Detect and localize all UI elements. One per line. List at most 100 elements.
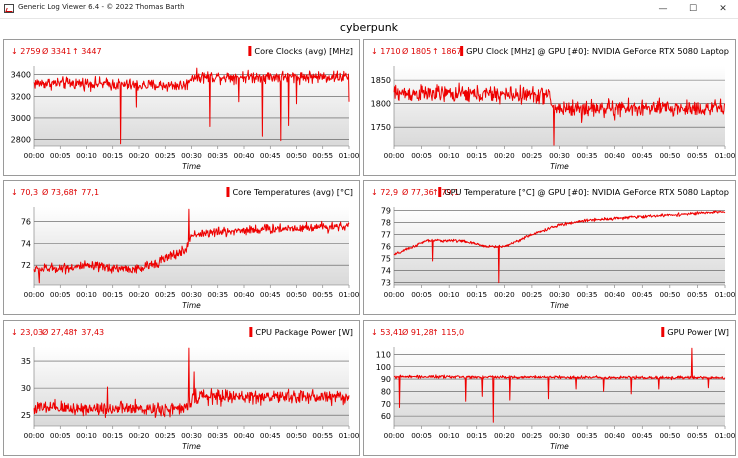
x-tick-label: 00:30 xyxy=(549,151,570,160)
series-line xyxy=(33,67,350,145)
x-tick-label: 00:30 xyxy=(181,431,202,440)
x-tick-label: 00:15 xyxy=(466,290,487,299)
stat-min: ↓ 23,03 xyxy=(11,328,43,337)
x-axis-label: Time xyxy=(550,442,569,451)
chart-panel-gpu-clock: 1750 1800 1850 00:00 00:05 00:10 00:15 00:20 00:… xyxy=(363,39,736,176)
minimize-button[interactable]: — xyxy=(658,4,668,14)
stat-min: ↓ 2759 xyxy=(11,47,41,56)
stat-min: ↓ 70,3 xyxy=(11,188,38,197)
series-line xyxy=(33,347,350,418)
chart-title: GPU Clock [MHz] @ GPU [#0]: NVIDIA GeFor… xyxy=(466,46,729,56)
x-tick-label: 00:10 xyxy=(76,431,97,440)
x-tick-label: 01:00 xyxy=(339,290,359,299)
x-tick-label: 00:25 xyxy=(522,431,543,440)
y-tick-label: 110 xyxy=(376,350,391,359)
y-tick-label: 35 xyxy=(21,357,31,366)
x-tick-label: 00:35 xyxy=(577,431,598,440)
y-tick-label: 80 xyxy=(381,387,391,396)
x-tick-label: 00:50 xyxy=(286,290,307,299)
y-tick-label: 60 xyxy=(381,412,391,421)
stat-avg: Ø 73,68 xyxy=(42,187,74,197)
legend-swatch xyxy=(438,187,442,197)
y-tick-label: 3400 xyxy=(11,71,31,80)
maximize-button[interactable]: ☐ xyxy=(688,4,698,14)
y-tick-label: 1800 xyxy=(371,100,391,109)
y-tick-label: 1850 xyxy=(371,76,391,85)
x-tick-label: 00:25 xyxy=(155,151,176,160)
x-tick-label: 00:45 xyxy=(260,290,281,299)
x-tick-label: 00:40 xyxy=(604,151,625,160)
x-tick-label: 01:00 xyxy=(715,431,735,440)
x-tick-label: 00:20 xyxy=(494,431,515,440)
x-tick-label: 01:00 xyxy=(339,431,359,440)
x-tick-label: 00:50 xyxy=(659,431,680,440)
x-tick-label: 00:30 xyxy=(181,151,202,160)
x-tick-label: 00:45 xyxy=(632,151,653,160)
x-axis-label: Time xyxy=(550,301,569,310)
x-axis-label: Time xyxy=(182,301,201,310)
x-tick-label: 00:00 xyxy=(24,290,45,299)
y-tick-label: 78 xyxy=(381,219,391,228)
chart-svg: 72 74 76 00:00 00:05 00:10 00:15 00:20 00:25 00:3… xyxy=(11,187,359,310)
x-tick-label: 00:50 xyxy=(659,290,680,299)
stat-avg: Ø 1805 xyxy=(402,46,431,56)
chart-title: Core Temperatures (avg) [°C] xyxy=(232,187,353,197)
x-tick-label: 01:00 xyxy=(339,151,359,160)
x-tick-label: 00:15 xyxy=(102,151,123,160)
x-tick-label: 00:40 xyxy=(234,431,255,440)
stat-max: ↑ 77,1 xyxy=(72,188,99,197)
x-tick-label: 00:15 xyxy=(466,431,487,440)
x-tick-label: 00:45 xyxy=(260,431,281,440)
stat-max: ↑ 37,43 xyxy=(72,328,104,337)
x-tick-label: 00:50 xyxy=(659,151,680,160)
y-tick-label: 72 xyxy=(21,261,31,270)
series-line xyxy=(33,208,350,284)
stat-avg: Ø 91,28 xyxy=(402,327,434,337)
y-tick-label: 75 xyxy=(381,255,391,264)
series-line xyxy=(393,210,726,284)
stat-avg: Ø 77,36 xyxy=(402,187,434,197)
stat-max: ↑ 115,0 xyxy=(432,328,464,337)
chart-panel-cpu-package-power: 25 30 35 00:00 00:05 00:10 00:15 00:20 00:25 00:3… xyxy=(3,320,360,456)
x-tick-label: 00:10 xyxy=(439,431,460,440)
chart-svg: 60 70 80 90 100 110 00:00 00:05 00:10 00:15 00:20 0… xyxy=(371,327,735,451)
chart-title: GPU Power [W] xyxy=(667,327,729,337)
x-tick-label: 00:15 xyxy=(466,151,487,160)
x-tick-label: 00:35 xyxy=(207,151,228,160)
x-tick-label: 00:50 xyxy=(286,151,307,160)
legend-swatch xyxy=(248,46,252,56)
y-tick-label: 79 xyxy=(381,207,391,216)
x-axis-label: Time xyxy=(182,162,201,171)
close-button[interactable]: ✕ xyxy=(719,4,727,14)
plot-area xyxy=(34,347,349,426)
x-tick-label: 00:55 xyxy=(312,151,333,160)
x-tick-label: 00:40 xyxy=(604,431,625,440)
x-tick-label: 00:45 xyxy=(632,431,653,440)
chart-panel-core-temperatures: 72 74 76 00:00 00:05 00:10 00:15 00:20 00:25 00:3… xyxy=(3,180,360,315)
legend-swatch xyxy=(226,187,230,197)
stat-max: ↑ 79,1 xyxy=(432,188,459,197)
x-tick-label: 00:40 xyxy=(604,290,625,299)
x-tick-label: 00:00 xyxy=(384,290,405,299)
x-tick-label: 00:20 xyxy=(129,151,150,160)
x-tick-label: 00:10 xyxy=(439,290,460,299)
legend-swatch xyxy=(460,46,464,56)
x-tick-label: 00:55 xyxy=(687,151,708,160)
x-tick-label: 00:45 xyxy=(260,151,281,160)
stat-avg: Ø 3341 xyxy=(42,46,71,56)
chart-panel-gpu-temperature: 73 74 75 76 77 78 79 00:00 00:05 00:10 00:15 00:20 0… xyxy=(363,180,736,315)
y-tick-label: 30 xyxy=(21,384,31,393)
x-tick-label: 00:35 xyxy=(577,290,598,299)
page-title: cyberpunk xyxy=(339,21,399,34)
x-tick-label: 00:25 xyxy=(522,290,543,299)
plot-area xyxy=(394,207,725,285)
x-tick-label: 00:25 xyxy=(155,431,176,440)
x-tick-label: 00:25 xyxy=(155,290,176,299)
x-tick-label: 00:50 xyxy=(286,431,307,440)
x-axis-label: Time xyxy=(550,162,569,171)
x-tick-label: 00:20 xyxy=(129,431,150,440)
x-tick-label: 00:05 xyxy=(411,290,432,299)
x-tick-label: 00:10 xyxy=(76,290,97,299)
chart-svg: 1750 1800 1850 00:00 00:05 00:10 00:15 00:20 00:… xyxy=(371,46,735,171)
x-tick-label: 00:40 xyxy=(234,290,255,299)
